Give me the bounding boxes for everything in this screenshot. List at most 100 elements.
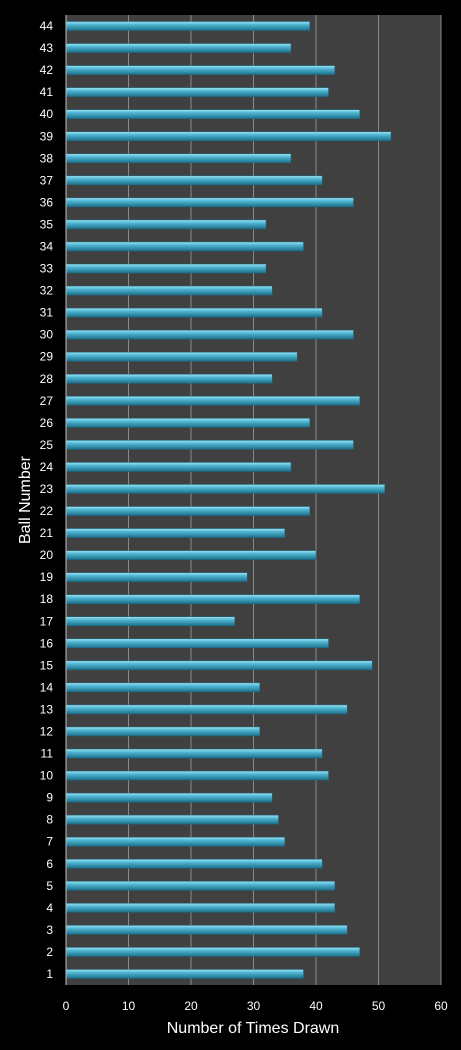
y-tick-label-27: 27	[40, 394, 54, 408]
bar-ball-10	[65, 770, 329, 781]
bar-ball-39	[65, 131, 392, 141]
y-tick-label-37: 37	[40, 173, 54, 187]
bar-ball-38	[65, 153, 292, 164]
bar-ball-30	[65, 329, 354, 340]
x-axis-title: Number of Times Drawn	[167, 1020, 340, 1037]
bar-ball-18	[65, 594, 360, 604]
x-tick-label-10: 10	[122, 999, 136, 1013]
y-tick-label-7: 7	[46, 835, 53, 849]
bar-ball-2	[65, 947, 360, 957]
bar-ball-35	[65, 219, 267, 230]
bar-ball-3	[65, 925, 348, 935]
bar-ball-1	[65, 969, 304, 979]
x-tick-labels: 0 10 20 30 40 50 60	[63, 999, 448, 1013]
y-tick-labels: 1234567891011121314151617181920212223242…	[40, 19, 54, 981]
y-tick-label-38: 38	[40, 151, 54, 165]
y-tick-label-22: 22	[40, 504, 54, 518]
bar-ball-22	[65, 506, 310, 516]
bar-ball-5	[65, 881, 335, 891]
x-tick-label-20: 20	[184, 999, 198, 1013]
x-tick-label-30: 30	[247, 999, 261, 1013]
y-tick-label-34: 34	[40, 239, 54, 253]
bar-ball-4	[65, 903, 335, 913]
y-tick-label-9: 9	[46, 791, 53, 805]
y-tick-label-10: 10	[40, 769, 54, 783]
bar-ball-40	[65, 109, 360, 119]
y-tick-label-14: 14	[40, 680, 54, 694]
y-tick-label-8: 8	[46, 813, 53, 827]
bar-ball-23	[65, 484, 385, 494]
bar-ball-14	[65, 682, 260, 693]
y-tick-label-43: 43	[40, 41, 54, 55]
bar-ball-41	[65, 87, 329, 97]
bar-ball-24	[65, 462, 292, 472]
bar-ball-12	[65, 726, 260, 737]
y-tick-label-44: 44	[40, 19, 54, 33]
y-tick-label-24: 24	[40, 460, 54, 474]
y-tick-label-15: 15	[40, 658, 54, 672]
y-tick-label-30: 30	[40, 328, 54, 342]
bar-ball-20	[65, 550, 317, 560]
bar-ball-44	[65, 21, 310, 31]
y-tick-label-23: 23	[40, 482, 54, 496]
bar-ball-17	[65, 616, 235, 626]
bar-ball-21	[65, 528, 285, 538]
y-tick-label-13: 13	[40, 702, 54, 716]
bar-ball-16	[65, 638, 329, 649]
x-tick-label-0: 0	[63, 999, 70, 1013]
y-tick-label-33: 33	[40, 262, 54, 276]
y-tick-label-4: 4	[46, 901, 53, 915]
bar-ball-25	[65, 440, 354, 450]
bar-ball-13	[65, 704, 348, 715]
y-tick-label-40: 40	[40, 107, 54, 121]
y-tick-label-25: 25	[40, 438, 54, 452]
y-tick-label-18: 18	[40, 592, 54, 606]
y-tick-label-21: 21	[40, 526, 54, 540]
y-tick-label-29: 29	[40, 350, 54, 364]
y-tick-label-35: 35	[40, 217, 54, 231]
y-tick-label-1: 1	[46, 967, 53, 981]
y-tick-label-12: 12	[40, 724, 54, 738]
bar-ball-42	[65, 65, 335, 75]
bar-ball-9	[65, 792, 273, 803]
x-tick-label-40: 40	[309, 999, 323, 1013]
y-tick-label-11: 11	[41, 747, 54, 761]
bar-ball-7	[65, 836, 285, 847]
bar-ball-33	[65, 263, 267, 274]
bar-ball-37	[65, 175, 323, 186]
bar-ball-11	[65, 748, 323, 759]
y-tick-label-19: 19	[40, 570, 54, 584]
bar-ball-6	[65, 859, 323, 869]
y-tick-label-41: 41	[40, 85, 54, 99]
bar-ball-36	[65, 197, 354, 208]
y-tick-label-5: 5	[46, 879, 53, 893]
bar-ball-31	[65, 307, 323, 318]
bar-ball-28	[65, 374, 273, 384]
y-tick-label-28: 28	[40, 372, 54, 386]
y-tick-label-20: 20	[40, 548, 54, 562]
y-tick-label-26: 26	[40, 416, 54, 430]
x-tick-label-50: 50	[372, 999, 386, 1013]
y-tick-label-31: 31	[40, 306, 54, 320]
y-axis-title: Ball Number	[17, 455, 34, 544]
bar-ball-34	[65, 241, 304, 252]
bar-ball-43	[65, 43, 292, 53]
bar-ball-8	[65, 814, 279, 825]
y-tick-label-3: 3	[46, 923, 53, 937]
y-tick-label-42: 42	[40, 63, 54, 77]
y-tick-label-16: 16	[40, 636, 54, 650]
y-tick-label-36: 36	[40, 195, 54, 209]
y-tick-label-39: 39	[40, 129, 54, 143]
y-tick-label-32: 32	[40, 284, 54, 298]
y-tick-label-17: 17	[40, 614, 54, 628]
bar-ball-15	[65, 660, 373, 671]
bar-ball-26	[65, 418, 310, 428]
bar-ball-32	[65, 285, 273, 296]
bar-ball-27	[65, 396, 360, 406]
bar-ball-19	[65, 572, 248, 582]
x-tick-label-60: 60	[434, 999, 448, 1013]
bar-ball-29	[65, 351, 298, 362]
y-tick-label-6: 6	[46, 857, 53, 871]
y-tick-label-2: 2	[46, 945, 53, 959]
